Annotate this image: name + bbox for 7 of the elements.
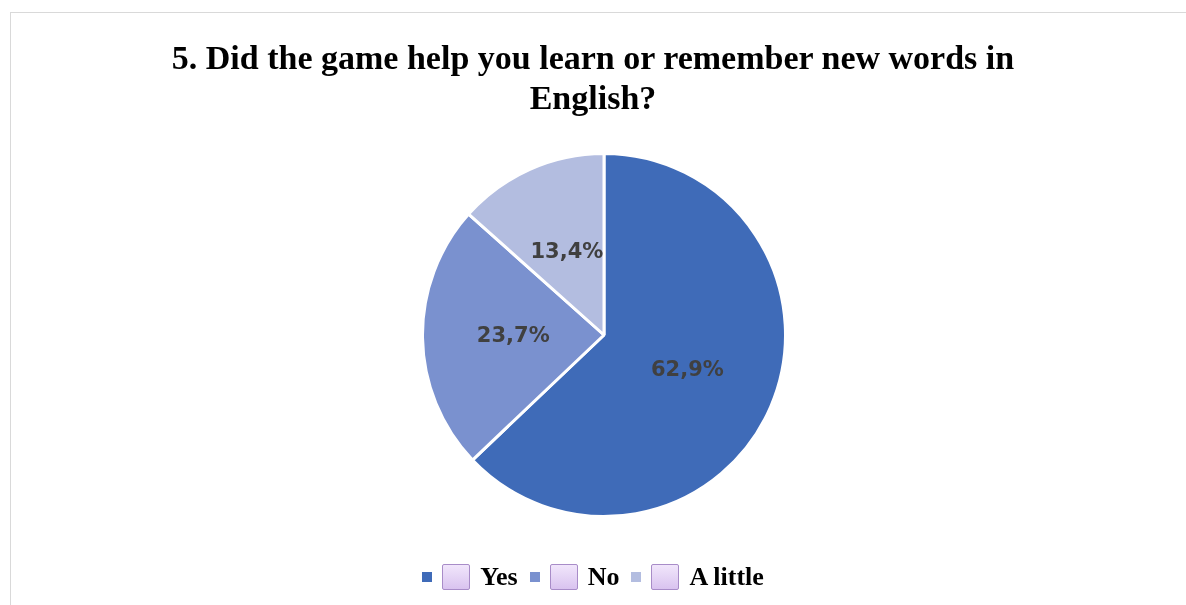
legend-label: No (587, 562, 620, 592)
legend-label: A little (689, 562, 764, 592)
data-label: 62,9% (650, 357, 724, 382)
data-label: 23,7% (476, 322, 550, 347)
legend-label: Yes (480, 562, 518, 592)
data-label: 13,4% (530, 238, 604, 263)
chart-title: 5. Did the game help you learn or remember new words in English? (170, 38, 1016, 118)
